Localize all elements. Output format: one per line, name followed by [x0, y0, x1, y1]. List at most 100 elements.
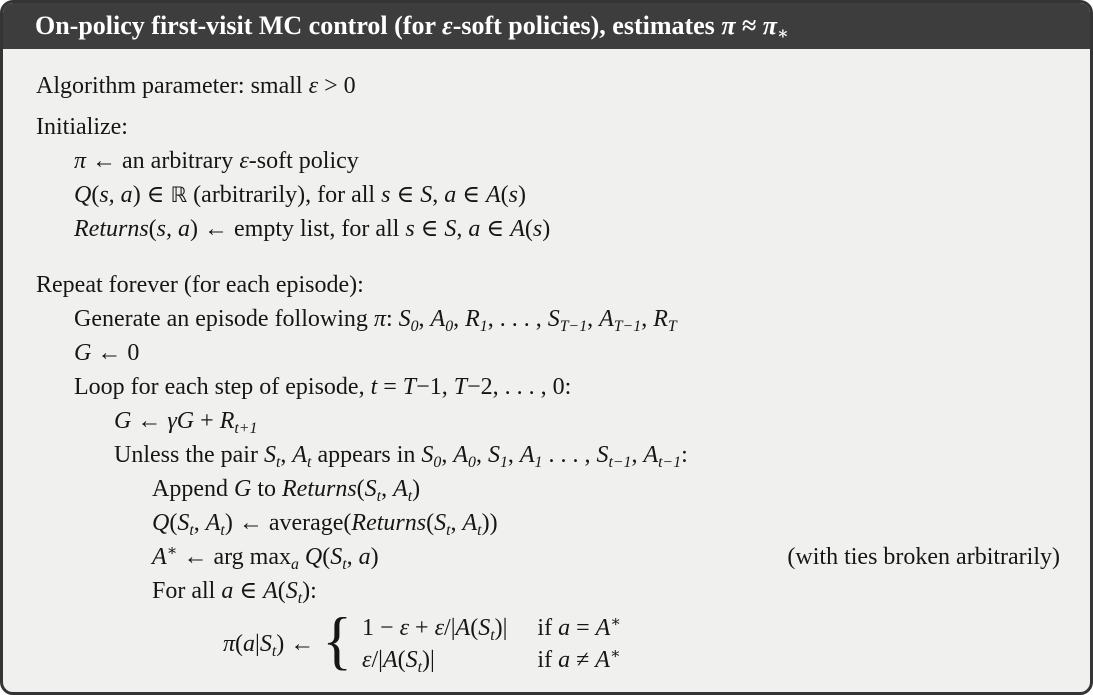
- text-segment: Loop for each step of episode,: [74, 374, 371, 400]
- case-expression: ε/|A(St)|: [362, 644, 507, 676]
- text-segment: −2, . . . , 0:: [467, 374, 572, 400]
- line-text: Append G to Returns(St, At): [152, 476, 420, 505]
- text-segment: G: [233, 476, 252, 502]
- text-segment: |: [255, 630, 260, 657]
- line-text: Returns(s, a) ← empty list, for all s ∈ …: [74, 216, 550, 242]
- text-segment: T−1: [613, 317, 642, 335]
- line-text: Initialize:: [36, 114, 128, 140]
- text-segment: S: [285, 578, 298, 604]
- text-segment: ) ←: [276, 630, 315, 657]
- case-expression: 1 − ε + ε/|A(St)|: [362, 612, 507, 644]
- text-segment: ,: [631, 442, 644, 468]
- text-segment: ,: [381, 476, 394, 502]
- algorithm-line: Loop for each step of episode, t = T−1, …: [33, 370, 1060, 404]
- text-segment: s: [381, 182, 391, 208]
- text-segment: T: [667, 317, 677, 335]
- line-text: Unless the pair St, At appears in S0, A0…: [114, 442, 688, 471]
- text-segment: S: [444, 216, 457, 242]
- text-segment: (: [235, 630, 244, 657]
- text-segment: (: [277, 578, 286, 604]
- text-segment: t: [407, 487, 413, 505]
- text-segment: -soft policy: [248, 148, 359, 174]
- algorithm-line: Generate an episode following π: S0, A0,…: [33, 302, 1060, 336]
- text-segment: ): [517, 182, 526, 208]
- text-segment: t: [275, 453, 281, 471]
- text-segment: ε: [308, 73, 319, 99]
- line-text: G ← 0: [74, 340, 139, 366]
- text-segment: T−1: [559, 317, 588, 335]
- text-segment: a: [358, 544, 371, 570]
- text-segment: R: [465, 306, 480, 332]
- text-segment: A: [430, 306, 446, 332]
- text-segment: ℝ: [170, 182, 188, 207]
- text-segment: π: [223, 630, 236, 657]
- text-segment: ε: [362, 647, 372, 673]
- text-segment: t−1: [658, 453, 682, 471]
- text-segment: ∗: [610, 613, 622, 631]
- text-segment: :: [385, 306, 399, 332]
- text-segment: s, a: [99, 182, 133, 208]
- text-segment: t: [307, 453, 312, 471]
- text-segment: ← 0: [91, 340, 140, 366]
- text-segment: ,: [432, 182, 445, 208]
- text-segment: 1 −: [362, 615, 400, 641]
- text-segment: 0: [445, 317, 454, 335]
- text-segment: +: [194, 408, 220, 434]
- text-segment: A: [152, 544, 167, 570]
- line-text: G ← γG + Rt+1: [114, 408, 257, 436]
- text-segment: s, a: [156, 216, 191, 242]
- text-segment: (: [91, 182, 100, 208]
- text-segment: . . . ,: [542, 442, 597, 468]
- algorithm-line: Q(St, At) ← average(Returns(St, At)): [33, 506, 1060, 540]
- text-segment: ,: [441, 442, 454, 468]
- text-segment: ∈: [233, 578, 264, 604]
- text-segment: 1: [534, 453, 543, 471]
- text-segment: π: [373, 306, 386, 332]
- text-segment: ,: [450, 510, 463, 536]
- text-segment: ) ← empty list, for all: [190, 216, 406, 242]
- line-text: Q(s, a) ∈ ℝ (arbitrarily), for all s ∈ S…: [74, 182, 526, 208]
- algorithm-line: π ← an arbitrary ε-soft policy: [33, 144, 1060, 178]
- line-text: Repeat forever (for each episode):: [36, 272, 364, 298]
- text-segment: a: [558, 615, 571, 641]
- text-segment: A: [205, 510, 221, 536]
- text-segment: 1: [479, 317, 488, 335]
- text-segment: if: [537, 615, 559, 641]
- text-segment: ,: [507, 442, 520, 468]
- text-segment: S: [596, 442, 609, 468]
- text-segment: S: [421, 442, 434, 468]
- text-segment: G: [114, 408, 132, 434]
- text-segment: Q: [304, 544, 323, 570]
- text-segment: π: [74, 148, 87, 174]
- text-segment: ,: [418, 306, 431, 332]
- text-segment: ∈: [456, 182, 486, 208]
- text-segment: , . . . ,: [487, 306, 548, 332]
- text-segment: ): [370, 544, 379, 570]
- text-segment: Unless the pair: [114, 442, 264, 468]
- text-segment: if: [537, 647, 559, 673]
- text-segment: A: [263, 578, 278, 604]
- algorithm-line: For all a ∈ A(St):: [33, 574, 1060, 608]
- text-segment: a: [558, 647, 571, 673]
- text-segment: 0: [410, 317, 419, 335]
- text-segment: t: [417, 658, 423, 676]
- text-segment: S: [177, 510, 190, 536]
- text-segment: (: [356, 476, 365, 502]
- text-segment: ) ← average(: [224, 510, 352, 536]
- text-segment: ε: [434, 615, 445, 641]
- text-segment: a: [290, 555, 299, 573]
- text-segment: ≠: [570, 647, 596, 673]
- text-segment: A: [510, 216, 525, 242]
- algorithm-line: Algorithm parameter: small ε > 0: [33, 69, 1060, 103]
- text-segment: Repeat forever (for each episode):: [36, 272, 364, 298]
- text-segment: Returns: [74, 216, 149, 242]
- text-segment: ,: [475, 442, 488, 468]
- text-segment: t: [490, 626, 495, 644]
- text-segment: ←: [131, 408, 168, 434]
- text-segment: t: [271, 642, 277, 660]
- text-segment: Q: [74, 182, 92, 208]
- text-segment: =: [377, 374, 403, 400]
- text-segment: S: [330, 544, 343, 570]
